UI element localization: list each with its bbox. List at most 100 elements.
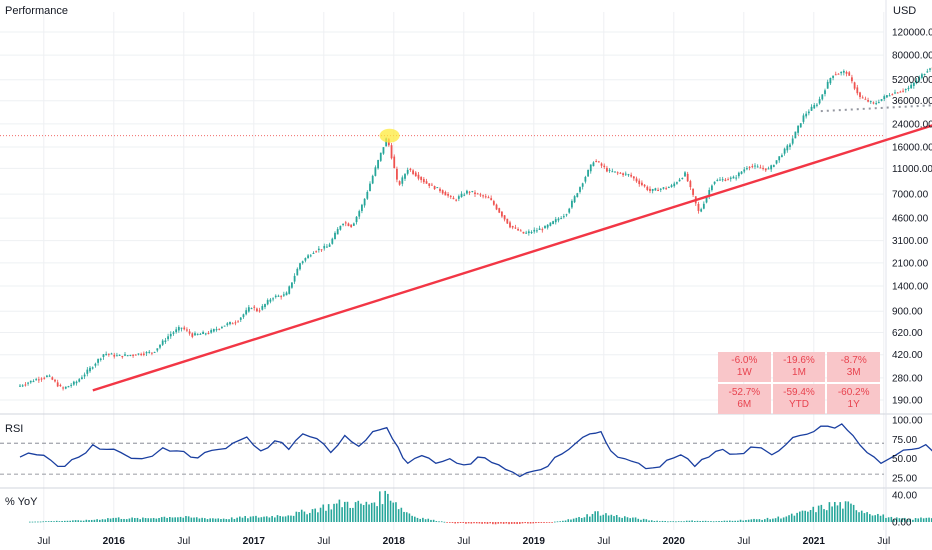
yoy-bar xyxy=(346,501,349,522)
yoy-bar xyxy=(446,522,448,523)
perf-cell-6m[interactable]: -52.7% 6M xyxy=(718,384,771,414)
yoy-bar xyxy=(85,519,88,522)
yoy-bar xyxy=(392,502,395,522)
yoy-bar xyxy=(147,518,150,522)
perf-period: YTD xyxy=(788,399,809,410)
yoy-bar xyxy=(287,515,290,522)
yoy-bar xyxy=(656,520,658,522)
candle-body xyxy=(888,95,891,97)
yoy-bar xyxy=(438,521,440,523)
yoy-bar xyxy=(578,516,580,522)
candle-body xyxy=(457,196,460,199)
yoy-bar xyxy=(820,504,823,522)
candle-body xyxy=(269,299,272,302)
yoy-bar xyxy=(244,516,246,522)
candle-body xyxy=(514,227,517,229)
yoy-bar xyxy=(825,510,828,522)
yoy-bar xyxy=(484,522,486,524)
yoy-bar xyxy=(185,516,187,522)
candle-body xyxy=(595,160,598,162)
rsi-pane[interactable] xyxy=(0,423,932,479)
yoy-bar xyxy=(661,520,664,522)
perf-value: -52.7% xyxy=(728,387,761,398)
yoy-bar xyxy=(45,521,47,523)
candle-body xyxy=(764,168,767,171)
yoy-bar xyxy=(400,507,403,522)
candle-body xyxy=(237,321,239,323)
perf-cell-ytd[interactable]: -59.4% YTD xyxy=(772,384,826,414)
yoy-pane[interactable] xyxy=(29,490,932,525)
yoy-bar xyxy=(815,512,817,522)
yoy-bar xyxy=(807,511,809,522)
yoy-bar xyxy=(360,503,362,522)
candle-body xyxy=(175,329,178,333)
x-tick-label: Jul xyxy=(597,536,610,547)
perf-cell-3m[interactable]: -8.7% 3M xyxy=(827,352,880,382)
candle-body xyxy=(840,71,843,74)
candle-body xyxy=(161,340,164,345)
yoy-bar xyxy=(193,517,195,522)
candle-body xyxy=(517,228,519,231)
y-tick-label: 24000.00 xyxy=(892,119,932,130)
candle-body xyxy=(482,195,484,197)
yoy-bar xyxy=(901,518,903,522)
candle-body xyxy=(484,196,487,198)
yoy-bar xyxy=(150,518,152,522)
yoy-bar xyxy=(419,518,421,522)
yoy-bar xyxy=(540,522,543,523)
yoy-bar xyxy=(352,507,354,522)
yoy-bar xyxy=(298,511,300,522)
yoy-bar xyxy=(809,510,812,522)
candle-body xyxy=(606,167,608,172)
yoy-bar xyxy=(177,517,179,522)
candle-body xyxy=(280,296,283,298)
candle-body xyxy=(121,355,124,358)
candle-body xyxy=(762,167,764,169)
yoy-bar xyxy=(742,520,745,522)
yoy-bar xyxy=(904,517,906,522)
candle-body xyxy=(692,188,694,195)
yoy-bar xyxy=(702,520,704,522)
perf-cell-1m[interactable]: -19.6% 1M xyxy=(772,352,826,382)
candle-body xyxy=(460,193,463,198)
yoy-bar xyxy=(844,501,847,522)
yoy-bar xyxy=(405,512,408,522)
candle-body xyxy=(221,327,223,329)
yoy-bar xyxy=(580,517,583,522)
candle-body xyxy=(832,75,834,78)
candle-body xyxy=(301,261,304,264)
candle-body xyxy=(799,123,802,128)
candle-body xyxy=(630,174,633,177)
yoy-bar xyxy=(362,505,365,522)
yoy-bar xyxy=(265,516,268,522)
yoy-bar xyxy=(645,519,648,522)
yoy-bar xyxy=(785,516,788,522)
yoy-bar xyxy=(543,522,545,523)
yoy-bar xyxy=(723,520,726,522)
yoy-bar xyxy=(860,510,863,522)
candle-body xyxy=(272,298,274,300)
candle-body xyxy=(83,374,86,377)
candle-body xyxy=(369,183,371,192)
candle-body xyxy=(770,165,773,170)
candle-body xyxy=(492,201,495,205)
candle-body xyxy=(581,183,584,187)
candle-body xyxy=(659,188,662,190)
candle-body xyxy=(27,382,29,384)
candle-body xyxy=(420,176,423,180)
yoy-bar xyxy=(599,515,602,522)
yoy-bar xyxy=(155,518,158,522)
candle-body xyxy=(188,331,191,334)
yoy-bar xyxy=(349,507,351,522)
candle-body xyxy=(597,161,600,163)
candle-body xyxy=(859,92,861,97)
candle-body xyxy=(172,332,175,334)
yoy-bar xyxy=(753,518,755,522)
price-pane[interactable] xyxy=(0,66,932,392)
yoy-bar xyxy=(618,517,621,522)
perf-cell-1w[interactable]: -6.0% 1W xyxy=(718,352,771,382)
yoy-bar xyxy=(634,517,637,522)
candle-body xyxy=(169,333,172,337)
perf-cell-1y[interactable]: -60.2% 1Y xyxy=(827,384,880,414)
candle-body xyxy=(565,214,568,216)
